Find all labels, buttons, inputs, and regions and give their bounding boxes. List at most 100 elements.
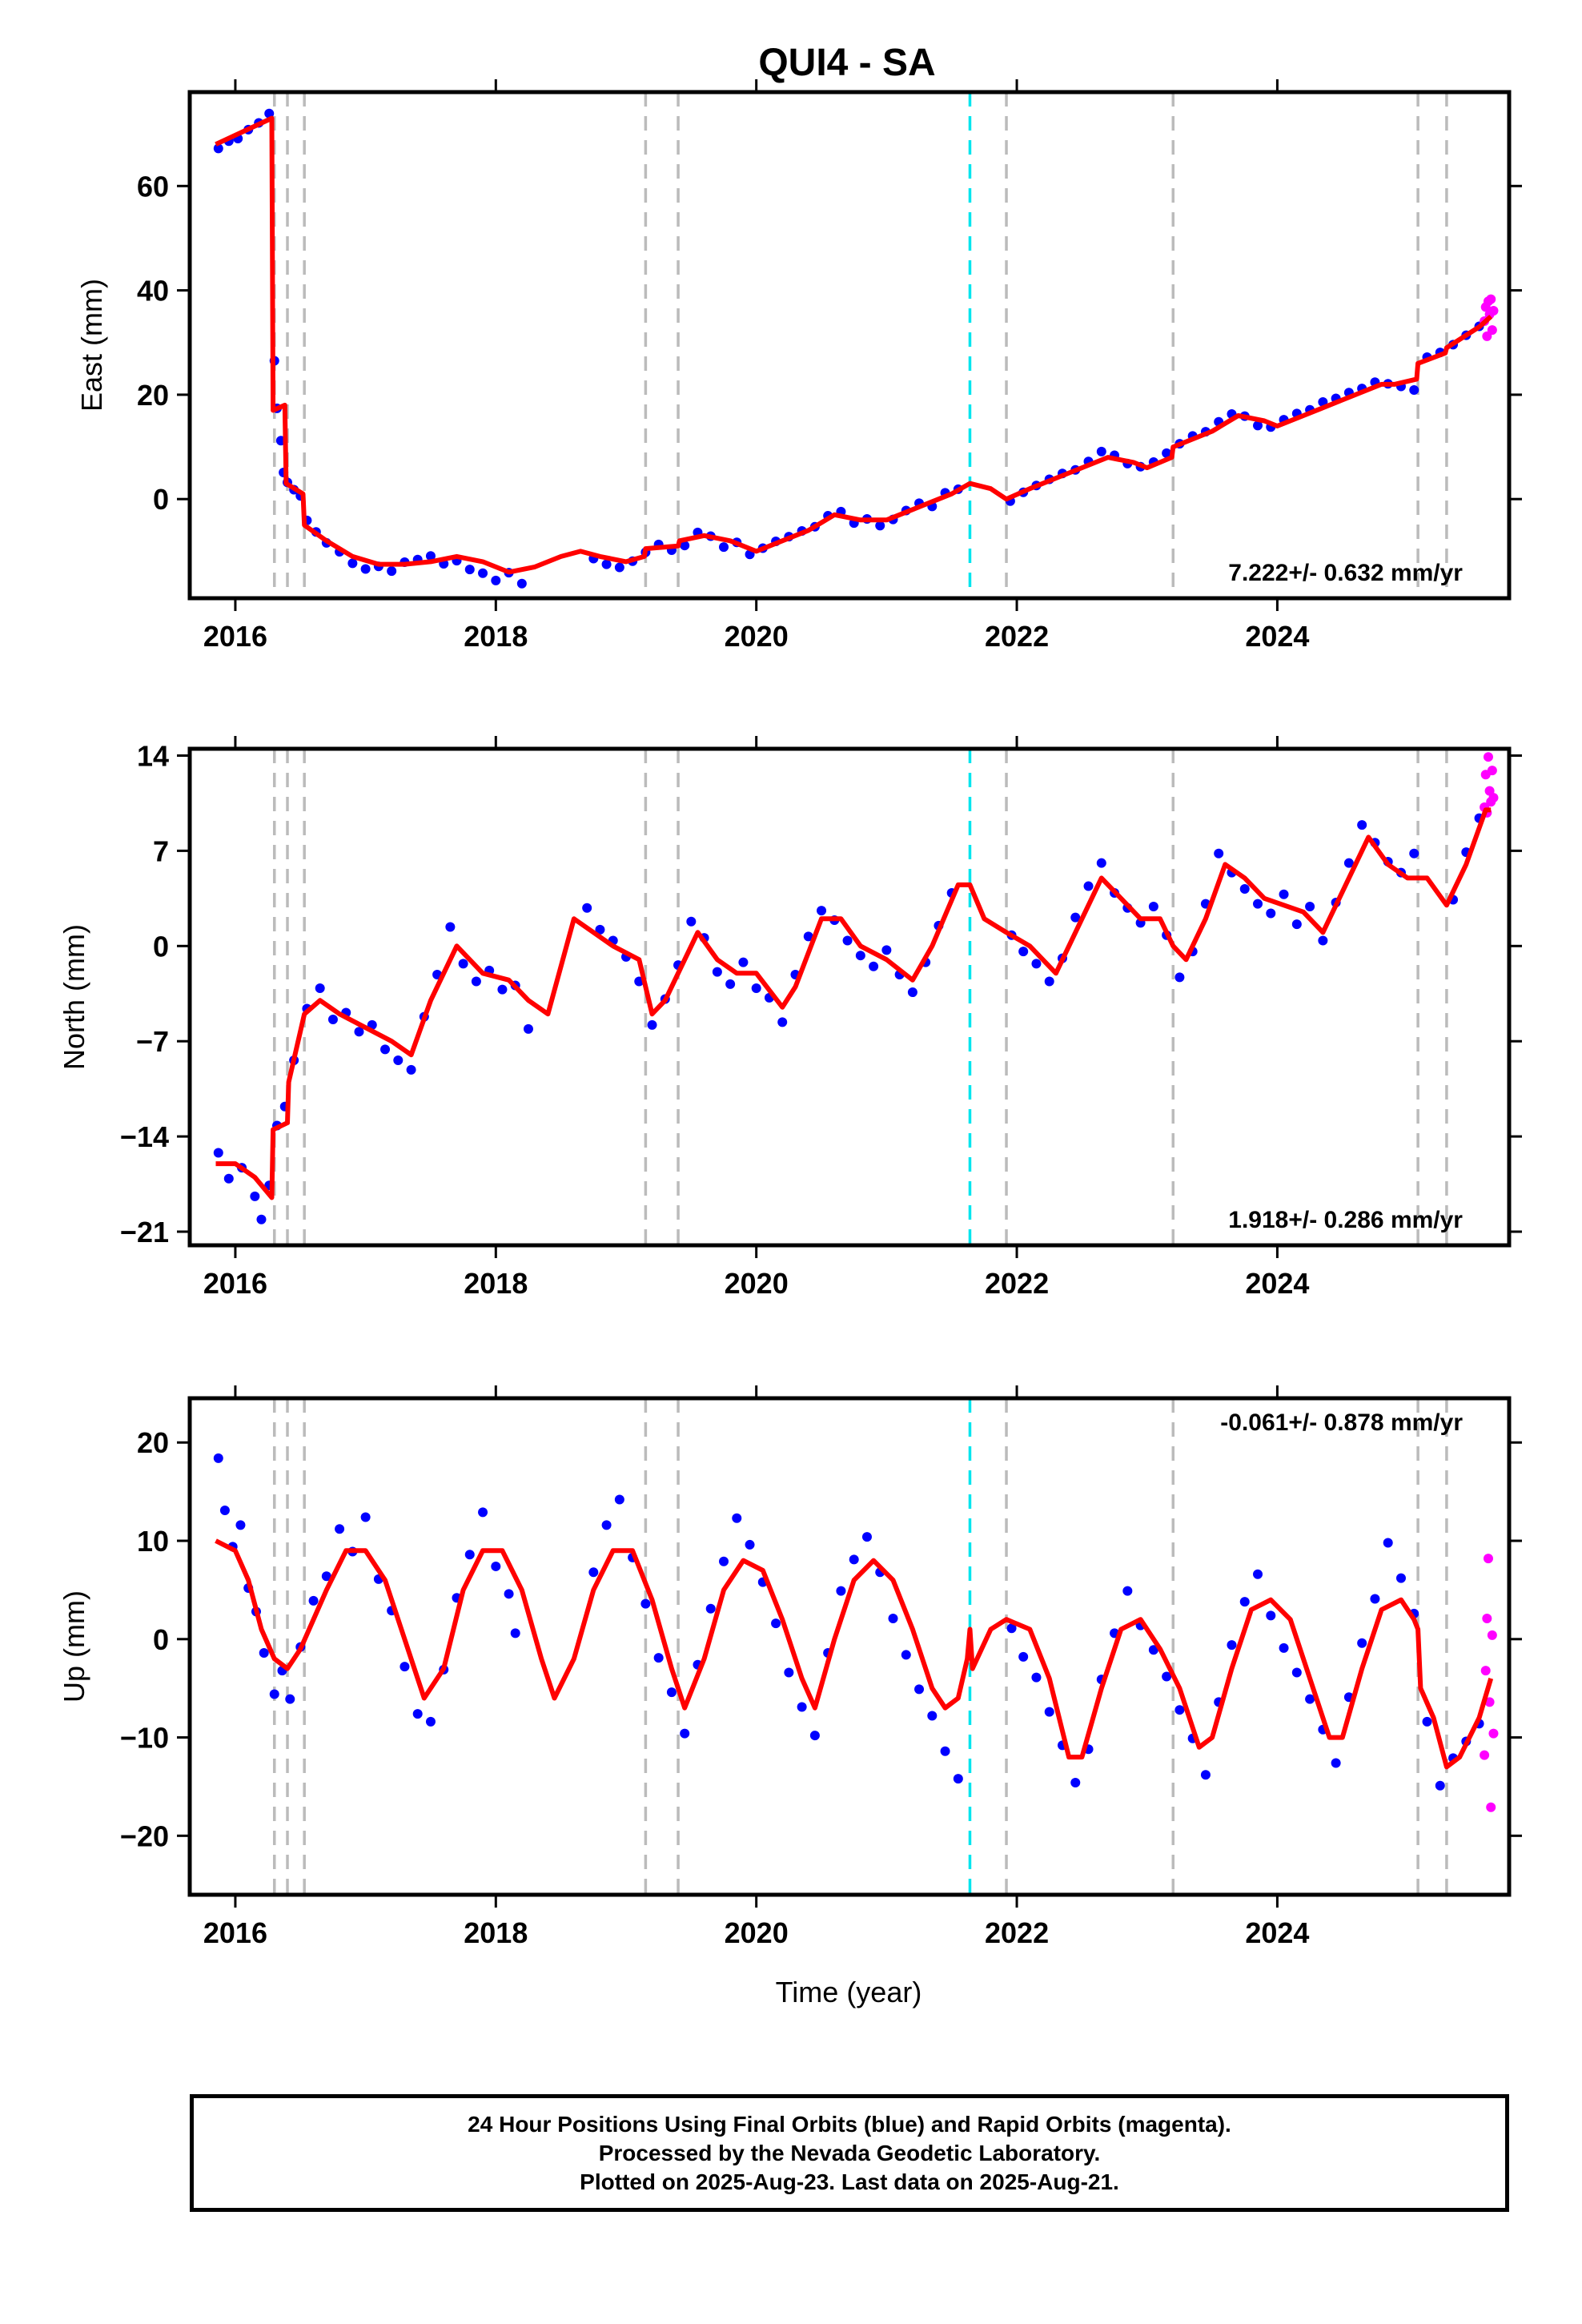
final-orbit-point — [387, 566, 397, 577]
final-orbit-point — [1018, 947, 1029, 957]
footer-line-3: Plotted on 2025-Aug-23. Last data on 202… — [580, 2169, 1119, 2194]
final-orbit-point — [1096, 858, 1106, 868]
plot-area — [213, 1398, 1499, 1895]
final-orbit-point — [1409, 848, 1419, 858]
final-orbit-point — [582, 903, 592, 913]
final-orbit-point — [497, 984, 508, 995]
y-tick-label: −10 — [120, 1722, 169, 1755]
final-orbit-point — [458, 959, 468, 969]
final-orbit-point — [881, 945, 892, 955]
rate-label: -0.061+/- 0.878 mm/yr — [1220, 1409, 1463, 1436]
final-orbit-point — [738, 957, 749, 967]
final-orbit-point — [732, 1513, 742, 1523]
x-tick-label: 2022 — [985, 1916, 1049, 1949]
x-tick-label: 2024 — [1245, 1916, 1309, 1949]
final-orbit-point — [1031, 1672, 1042, 1683]
final-orbit-point — [321, 1571, 331, 1582]
rapid-orbit-point — [1480, 1750, 1490, 1760]
final-orbit-point — [1044, 976, 1054, 987]
plot-frame — [187, 1396, 1512, 1897]
rapid-orbit-point — [1487, 1630, 1497, 1640]
y-tick-label: −7 — [136, 1025, 169, 1058]
x-tick-label: 2022 — [985, 620, 1049, 653]
plot-frame — [187, 746, 1512, 1248]
final-orbit-point — [914, 1684, 925, 1695]
final-orbit-point — [1253, 899, 1263, 909]
final-orbit-point — [1044, 1707, 1054, 1717]
plot-area — [213, 92, 1499, 598]
final-orbit-point — [855, 951, 865, 961]
rapid-orbit-point — [1480, 1666, 1491, 1676]
y-tick-label: 60 — [137, 170, 169, 203]
y-tick-label: −21 — [120, 1216, 169, 1248]
final-orbit-point — [406, 1064, 416, 1075]
final-orbit-point — [1253, 1569, 1263, 1579]
final-orbit-point — [471, 976, 481, 987]
final-orbit-point — [491, 1561, 501, 1571]
final-orbit-point — [360, 564, 371, 574]
x-tick-label: 2018 — [464, 1916, 528, 1949]
final-orbit-point — [953, 1774, 963, 1784]
final-orbit-point — [1435, 1780, 1445, 1791]
final-orbit-point — [504, 1589, 514, 1599]
x-axis-label: Time (year) — [776, 1976, 922, 2008]
final-orbit-point — [803, 931, 813, 942]
final-orbit-point — [907, 987, 917, 998]
y-tick-label: 40 — [137, 275, 169, 308]
final-orbit-point — [464, 565, 475, 575]
final-orbit-point — [478, 1507, 488, 1518]
final-orbit-point — [393, 1055, 404, 1065]
y-axis-label: North (mm) — [58, 924, 90, 1070]
final-orbit-point — [680, 541, 690, 551]
final-orbit-point — [1370, 1594, 1380, 1604]
final-orbit-point — [777, 1017, 788, 1027]
final-orbit-point — [1227, 1640, 1237, 1651]
final-orbit-point — [308, 1595, 319, 1606]
final-orbit-point — [1162, 448, 1172, 458]
final-orbit-point — [425, 551, 436, 561]
final-orbit-point — [614, 562, 624, 573]
final-orbit-point — [491, 575, 501, 585]
final-orbit-point — [213, 143, 223, 154]
x-tick-label: 2020 — [725, 1916, 789, 1949]
final-orbit-point — [400, 1662, 410, 1672]
x-tick-label: 2016 — [203, 1916, 267, 1949]
final-orbit-point — [784, 1667, 794, 1678]
final-orbit-point — [1291, 1667, 1302, 1678]
y-tick-label: 10 — [137, 1525, 169, 1558]
final-orbit-point — [849, 1554, 859, 1565]
plot-area — [213, 749, 1499, 1245]
final-orbit-point — [1266, 1610, 1276, 1621]
final-orbit-point — [719, 542, 729, 553]
final-orbit-point — [1070, 1778, 1081, 1788]
final-orbit-point — [647, 1019, 657, 1030]
final-orbit-point — [445, 922, 456, 932]
final-orbit-point — [601, 1520, 612, 1530]
final-orbit-point — [235, 1520, 246, 1530]
footer-line-1: 24 Hour Positions Using Final Orbits (bl… — [468, 2111, 1231, 2137]
final-orbit-point — [250, 1191, 260, 1201]
final-orbit-point — [771, 1618, 781, 1629]
final-orbit-point — [1357, 1638, 1367, 1648]
rapid-orbit-point — [1487, 325, 1497, 336]
rapid-orbit-point — [1488, 1728, 1499, 1739]
rapid-orbit-point — [1486, 294, 1496, 304]
final-orbit-point — [259, 1647, 269, 1658]
rate-label: 7.222+/- 0.632 mm/yr — [1228, 560, 1463, 586]
y-tick-label: 7 — [153, 834, 169, 867]
y-tick-label: 20 — [137, 1426, 169, 1459]
final-orbit-point — [817, 906, 827, 916]
footer-note: 24 Hour Positions Using Final Orbits (bl… — [190, 2094, 1509, 2212]
rapid-orbit-point — [1486, 1802, 1496, 1812]
footer-line-2: Processed by the Nevada Geodetic Laborat… — [598, 2140, 1101, 2165]
final-orbit-point — [1395, 1573, 1406, 1583]
final-orbit-point — [1214, 848, 1224, 858]
final-orbit-point — [1096, 446, 1106, 456]
final-orbit-point — [901, 1650, 911, 1660]
final-orbit-point — [1266, 908, 1276, 919]
final-orbit-point — [705, 1603, 716, 1614]
y-axis-label: East (mm) — [75, 279, 108, 412]
final-orbit-point — [719, 1556, 729, 1566]
rapid-orbit-point — [1487, 766, 1497, 776]
final-orbit-point — [1083, 881, 1094, 891]
